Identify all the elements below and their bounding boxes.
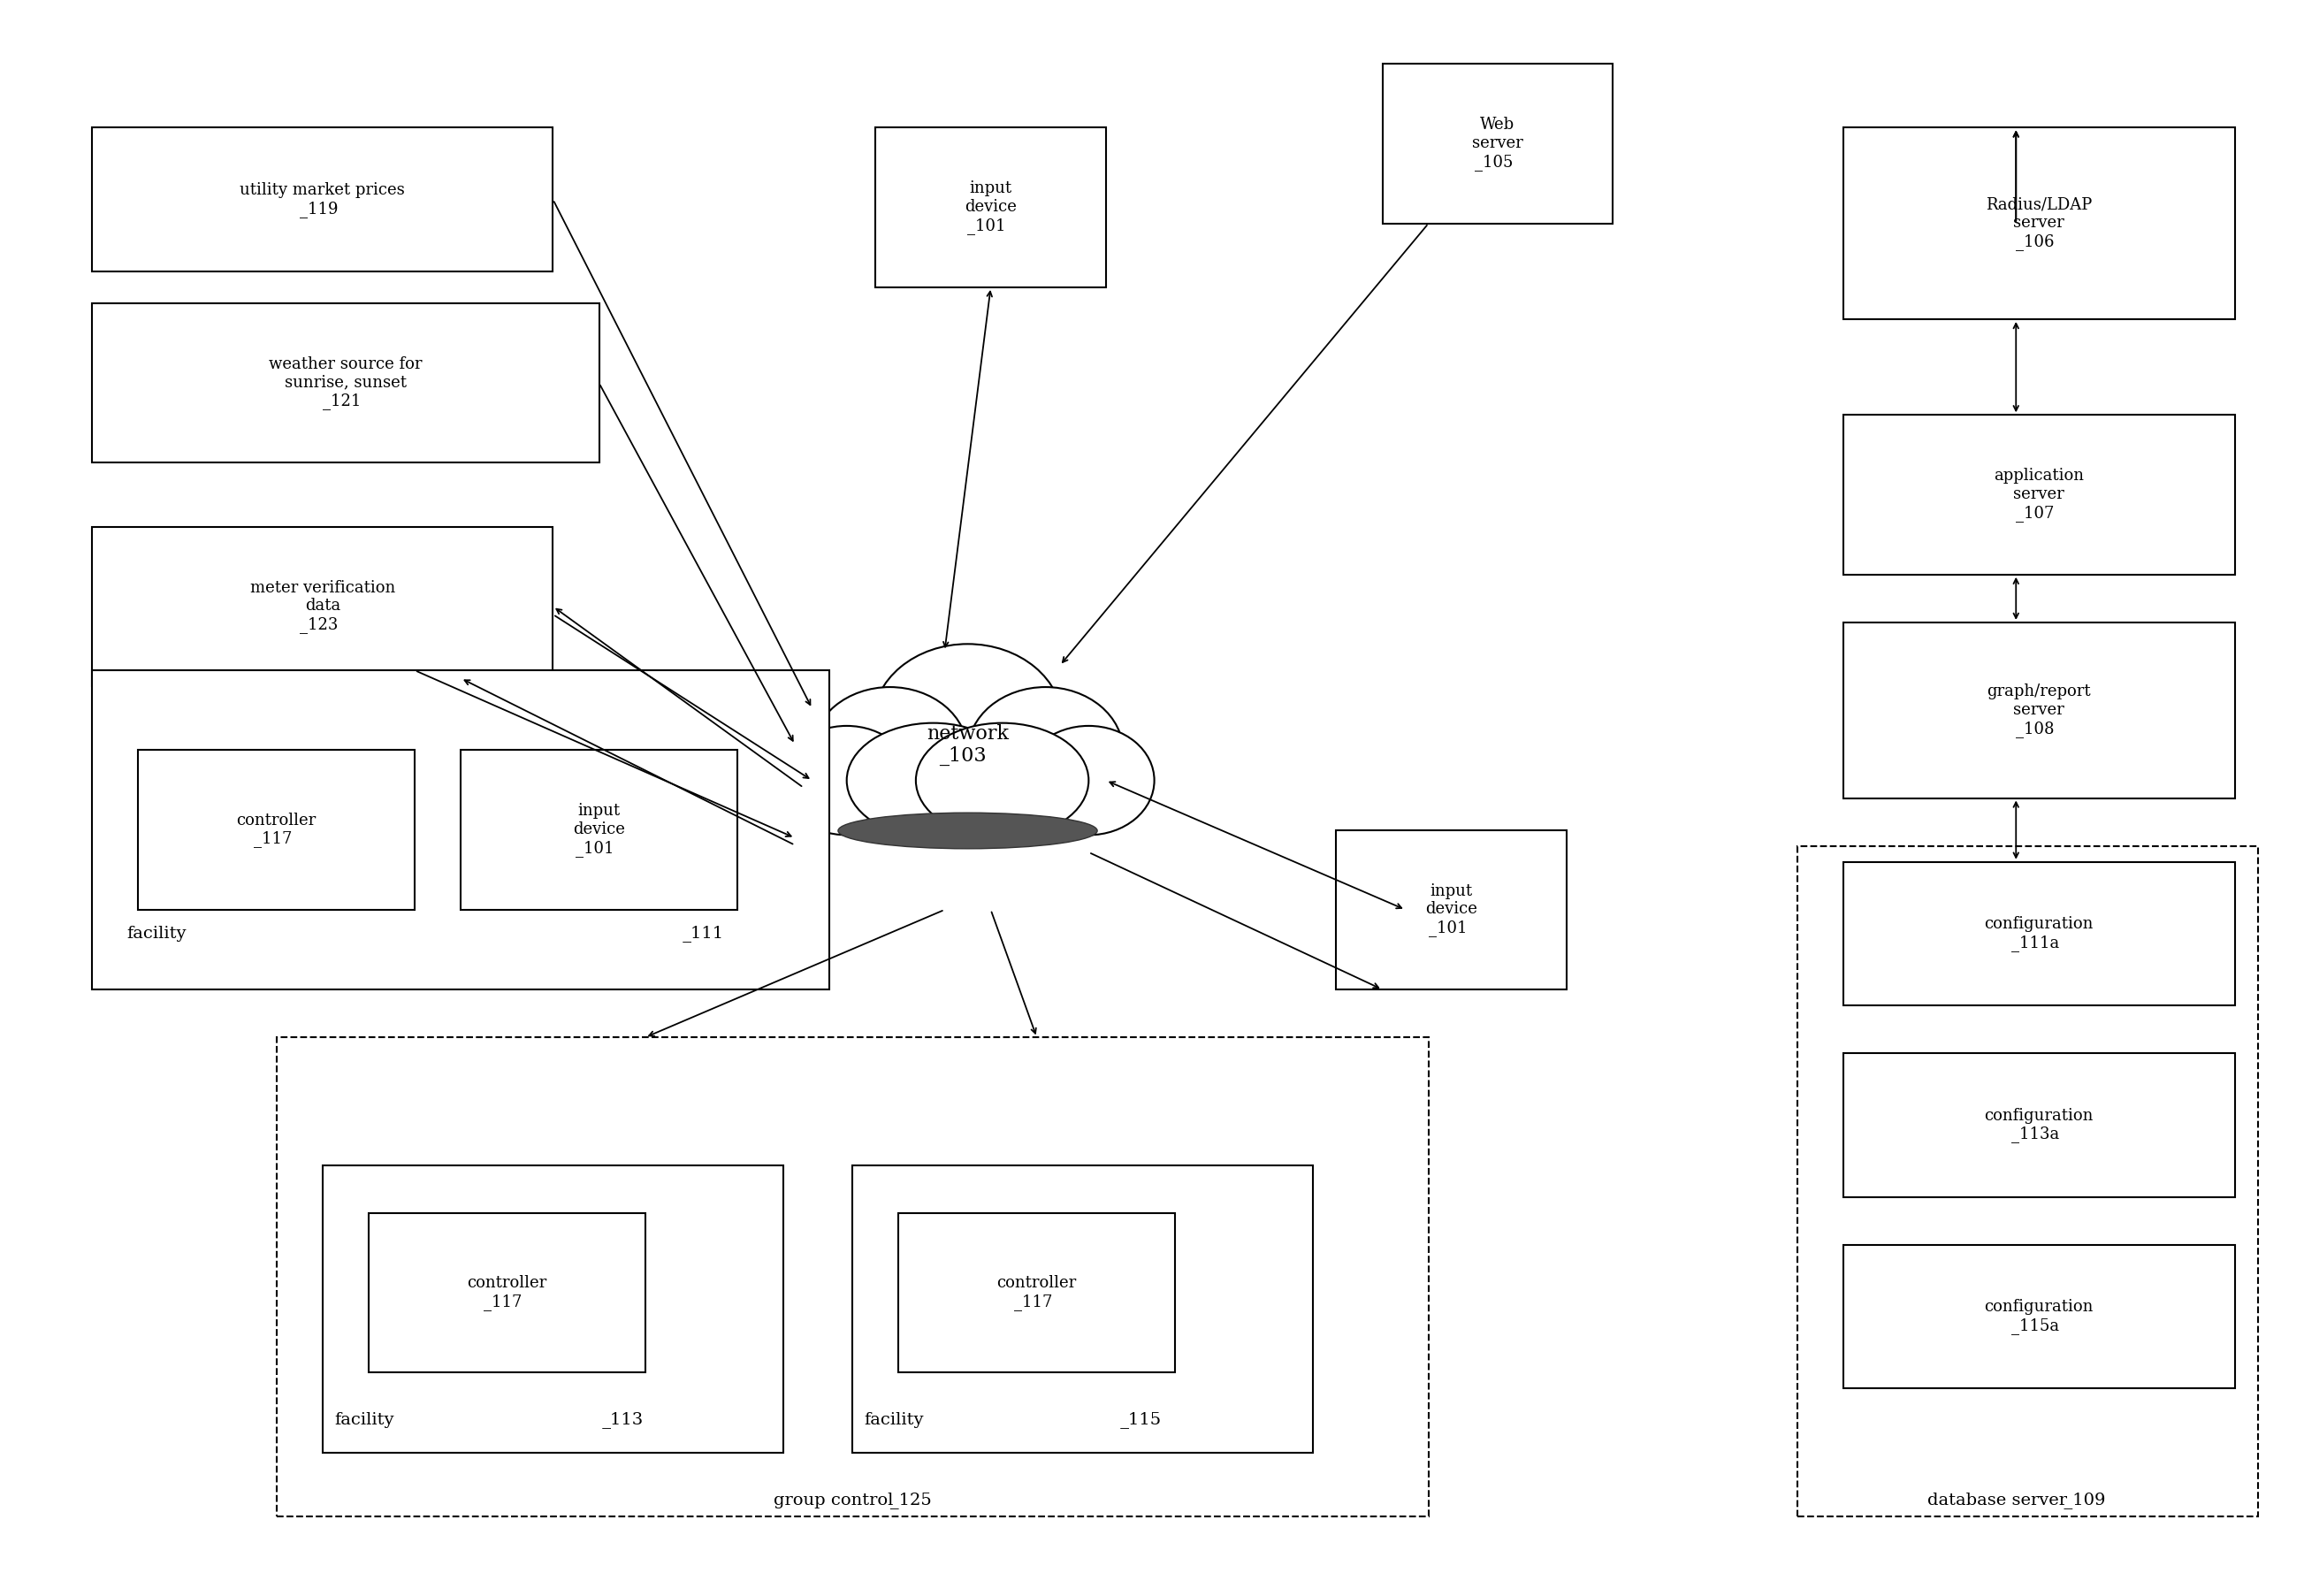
Ellipse shape — [811, 686, 968, 817]
FancyBboxPatch shape — [92, 527, 553, 686]
FancyBboxPatch shape — [92, 128, 553, 271]
Ellipse shape — [846, 723, 1018, 838]
Text: facility: facility — [864, 1412, 924, 1428]
Text: facility: facility — [127, 926, 187, 942]
FancyBboxPatch shape — [876, 128, 1106, 287]
Text: input
device
̲101: input device ̲101 — [965, 180, 1016, 235]
FancyBboxPatch shape — [1797, 846, 2258, 1516]
Text: controller
̲117: controller ̲117 — [237, 812, 316, 847]
Text: input
device
̲101: input device ̲101 — [1426, 883, 1477, 937]
FancyBboxPatch shape — [92, 303, 599, 463]
FancyBboxPatch shape — [92, 670, 829, 990]
Text: facility: facility — [334, 1412, 394, 1428]
Text: Web
server
̲105: Web server ̲105 — [1472, 117, 1523, 171]
FancyBboxPatch shape — [1382, 64, 1613, 223]
FancyBboxPatch shape — [276, 1037, 1428, 1516]
Text: controller
̲117: controller ̲117 — [468, 1275, 546, 1310]
Text: configuration
̲111a: configuration ̲111a — [1984, 916, 2094, 951]
Text: application
server
̲107: application server ̲107 — [1993, 468, 2085, 522]
Text: ̲115: ̲115 — [1129, 1411, 1161, 1428]
Text: network
̲103: network ̲103 — [926, 725, 1009, 766]
Text: graph/report
server
̲108: graph/report server ̲108 — [1986, 683, 2092, 737]
Text: group control ̲125: group control ̲125 — [774, 1491, 931, 1508]
FancyBboxPatch shape — [1843, 1245, 2235, 1389]
Text: utility market prices
̲119: utility market prices ̲119 — [240, 182, 406, 217]
FancyBboxPatch shape — [461, 750, 737, 910]
FancyBboxPatch shape — [369, 1213, 645, 1373]
Text: configuration
̲113a: configuration ̲113a — [1984, 1108, 2094, 1143]
FancyBboxPatch shape — [852, 1165, 1313, 1452]
Text: Radius/LDAP
server
̲106: Radius/LDAP server ̲106 — [1986, 196, 2092, 251]
Ellipse shape — [915, 723, 1087, 838]
Text: database server ̲109: database server ̲109 — [1926, 1491, 2106, 1508]
Ellipse shape — [839, 812, 1097, 849]
FancyBboxPatch shape — [138, 750, 415, 910]
Ellipse shape — [781, 726, 912, 835]
FancyBboxPatch shape — [1843, 415, 2235, 575]
Text: ̲111: ̲111 — [691, 924, 723, 942]
Ellipse shape — [968, 686, 1124, 817]
Text: ̲113: ̲113 — [611, 1411, 643, 1428]
Text: meter verification
data
̲123: meter verification data ̲123 — [249, 579, 396, 634]
FancyBboxPatch shape — [899, 1213, 1175, 1373]
Text: configuration
̲115a: configuration ̲115a — [1984, 1299, 2094, 1334]
FancyBboxPatch shape — [1843, 622, 2235, 798]
FancyBboxPatch shape — [323, 1165, 783, 1452]
FancyBboxPatch shape — [1336, 830, 1567, 990]
Text: controller
̲117: controller ̲117 — [998, 1275, 1076, 1310]
FancyBboxPatch shape — [1843, 862, 2235, 1005]
Text: input
device
̲101: input device ̲101 — [574, 803, 624, 857]
Ellipse shape — [1023, 726, 1154, 835]
Ellipse shape — [873, 643, 1062, 801]
FancyBboxPatch shape — [1843, 1053, 2235, 1197]
Text: weather source for
sunrise, sunset
̲121: weather source for sunrise, sunset ̲121 — [270, 356, 422, 410]
FancyBboxPatch shape — [1843, 128, 2235, 319]
